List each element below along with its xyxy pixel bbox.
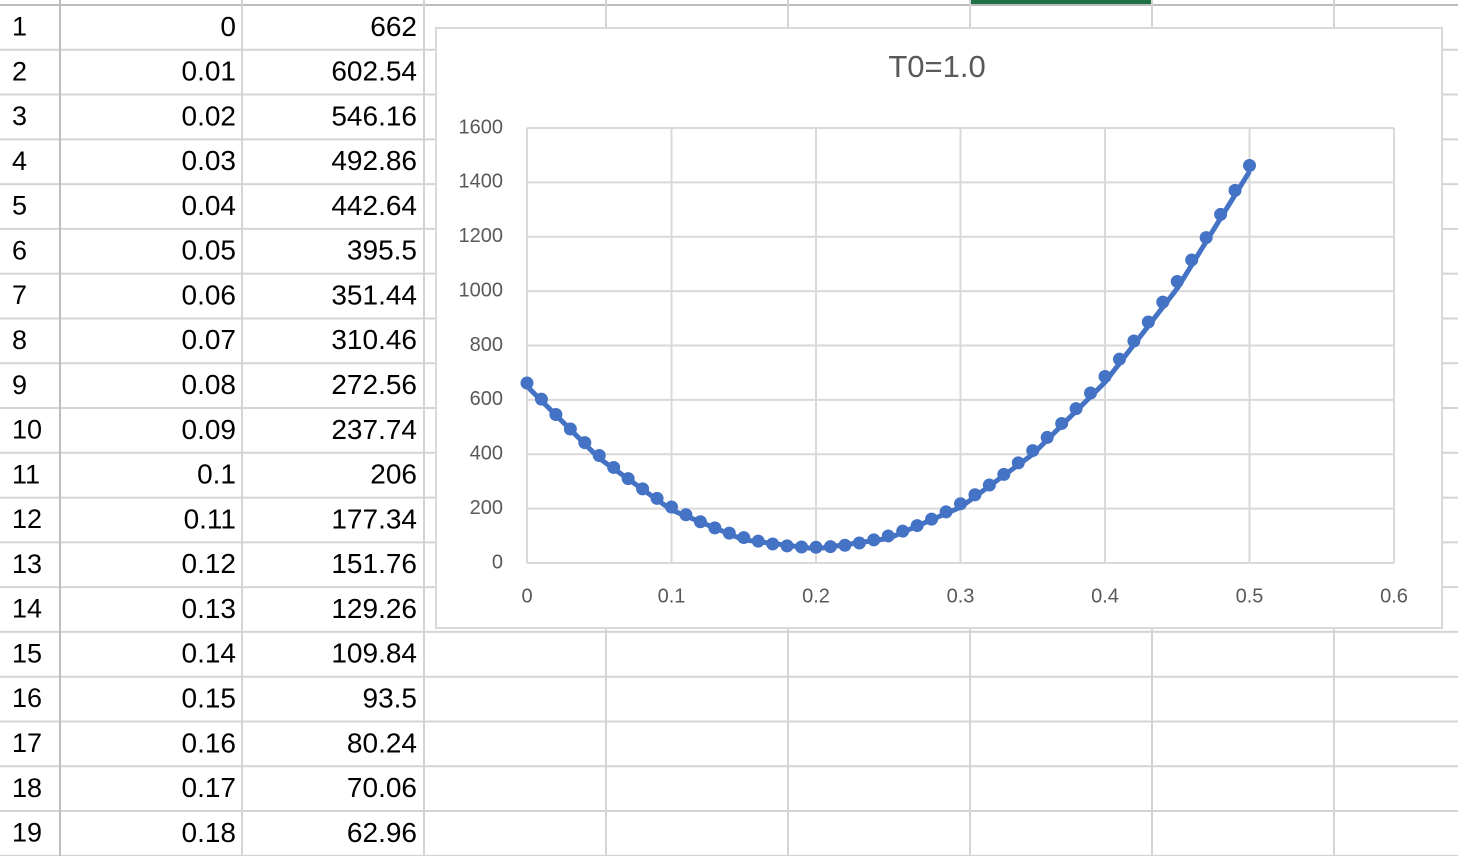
row-number: 17 [12, 728, 42, 758]
cell: 351.44 [331, 279, 417, 310]
row-number: 2 [12, 56, 27, 86]
cell: 109.84 [331, 638, 417, 669]
row-number: 19 [12, 818, 42, 848]
cell: 0.09 [182, 414, 237, 445]
x-tick-label: 0.2 [802, 585, 830, 607]
y-tick-label: 1400 [459, 171, 504, 193]
cell: 0.06 [182, 279, 237, 310]
cell: 70.06 [347, 772, 417, 803]
row-number: 16 [12, 683, 42, 713]
chart[interactable]: T0=1.0 0 200 400 600 800 1000 1200 1400 1600 0 0.1… [435, 27, 1443, 629]
row-number: 14 [12, 594, 42, 624]
x-tick-label: 0.6 [1380, 585, 1408, 607]
cell: 395.5 [347, 235, 417, 266]
cell: 662 [370, 11, 417, 42]
chart-frame[interactable] [435, 27, 1443, 629]
x-tick-label: 0.3 [947, 585, 975, 607]
row-number: 7 [12, 280, 27, 310]
row-number: 5 [12, 191, 27, 221]
y-tick-label: 600 [470, 388, 503, 410]
cell: 206 [370, 459, 417, 490]
cell: 0 [220, 11, 236, 42]
row-number: 12 [12, 504, 42, 534]
cell: 237.74 [331, 414, 417, 445]
row-number: 13 [12, 549, 42, 579]
x-tick-label: 0.4 [1091, 585, 1119, 607]
row-number: 15 [12, 638, 42, 668]
cell: 0.18 [182, 817, 237, 848]
cell: 0.04 [182, 190, 237, 221]
cell: 0.01 [182, 56, 237, 87]
selected-column-marker [970, 0, 1152, 5]
cell: 0.16 [182, 727, 237, 758]
x-tick-label: 0 [521, 585, 532, 607]
cell: 0.13 [182, 593, 237, 624]
row-number: 11 [12, 459, 40, 489]
cell: 80.24 [347, 727, 417, 758]
y-tick-label: 1200 [459, 225, 504, 247]
cell: 272.56 [331, 369, 417, 400]
cell: 310.46 [331, 324, 417, 355]
series-line [525, 170, 1252, 552]
cell: 0.14 [182, 638, 237, 669]
cell: 93.5 [363, 682, 418, 713]
row-number: 18 [12, 773, 42, 803]
row-number: 4 [12, 146, 27, 176]
cell: 0.08 [182, 369, 237, 400]
cell: 0.05 [182, 235, 237, 266]
chart-title: T0=1.0 [888, 49, 985, 84]
cell: 129.26 [331, 593, 417, 624]
cell: 177.34 [331, 503, 417, 534]
y-tick-label: 0 [492, 551, 503, 573]
row-number: 10 [12, 415, 42, 445]
y-tick-label: 1000 [459, 279, 504, 301]
cell: 0.15 [182, 682, 237, 713]
row-number: 1 [12, 12, 27, 42]
cell: 0.02 [182, 100, 237, 131]
cell: 0.03 [182, 145, 237, 176]
y-tick-label: 200 [470, 497, 503, 519]
cell: 492.86 [331, 145, 417, 176]
row-number: 6 [12, 235, 27, 265]
cell: 62.96 [347, 817, 417, 848]
data-point [1243, 159, 1256, 173]
y-tick-label: 800 [470, 334, 503, 356]
y-tick-label: 400 [470, 443, 503, 465]
row-number: 3 [12, 101, 27, 131]
cell: 0.17 [182, 772, 237, 803]
cell: 602.54 [331, 56, 417, 87]
cell: 151.76 [331, 548, 417, 579]
x-tick-label: 0.5 [1236, 585, 1264, 607]
cell: 546.16 [331, 100, 417, 131]
cell: 0.12 [182, 548, 237, 579]
cell: 0.07 [182, 324, 237, 355]
cell: 442.64 [331, 190, 417, 221]
x-tick-label: 0.1 [658, 585, 686, 607]
row-number: 9 [12, 370, 27, 400]
cell: 0.1 [197, 459, 236, 490]
y-tick-label: 1600 [459, 116, 504, 138]
cell: 0.11 [184, 503, 236, 534]
row-number: 8 [12, 325, 27, 355]
